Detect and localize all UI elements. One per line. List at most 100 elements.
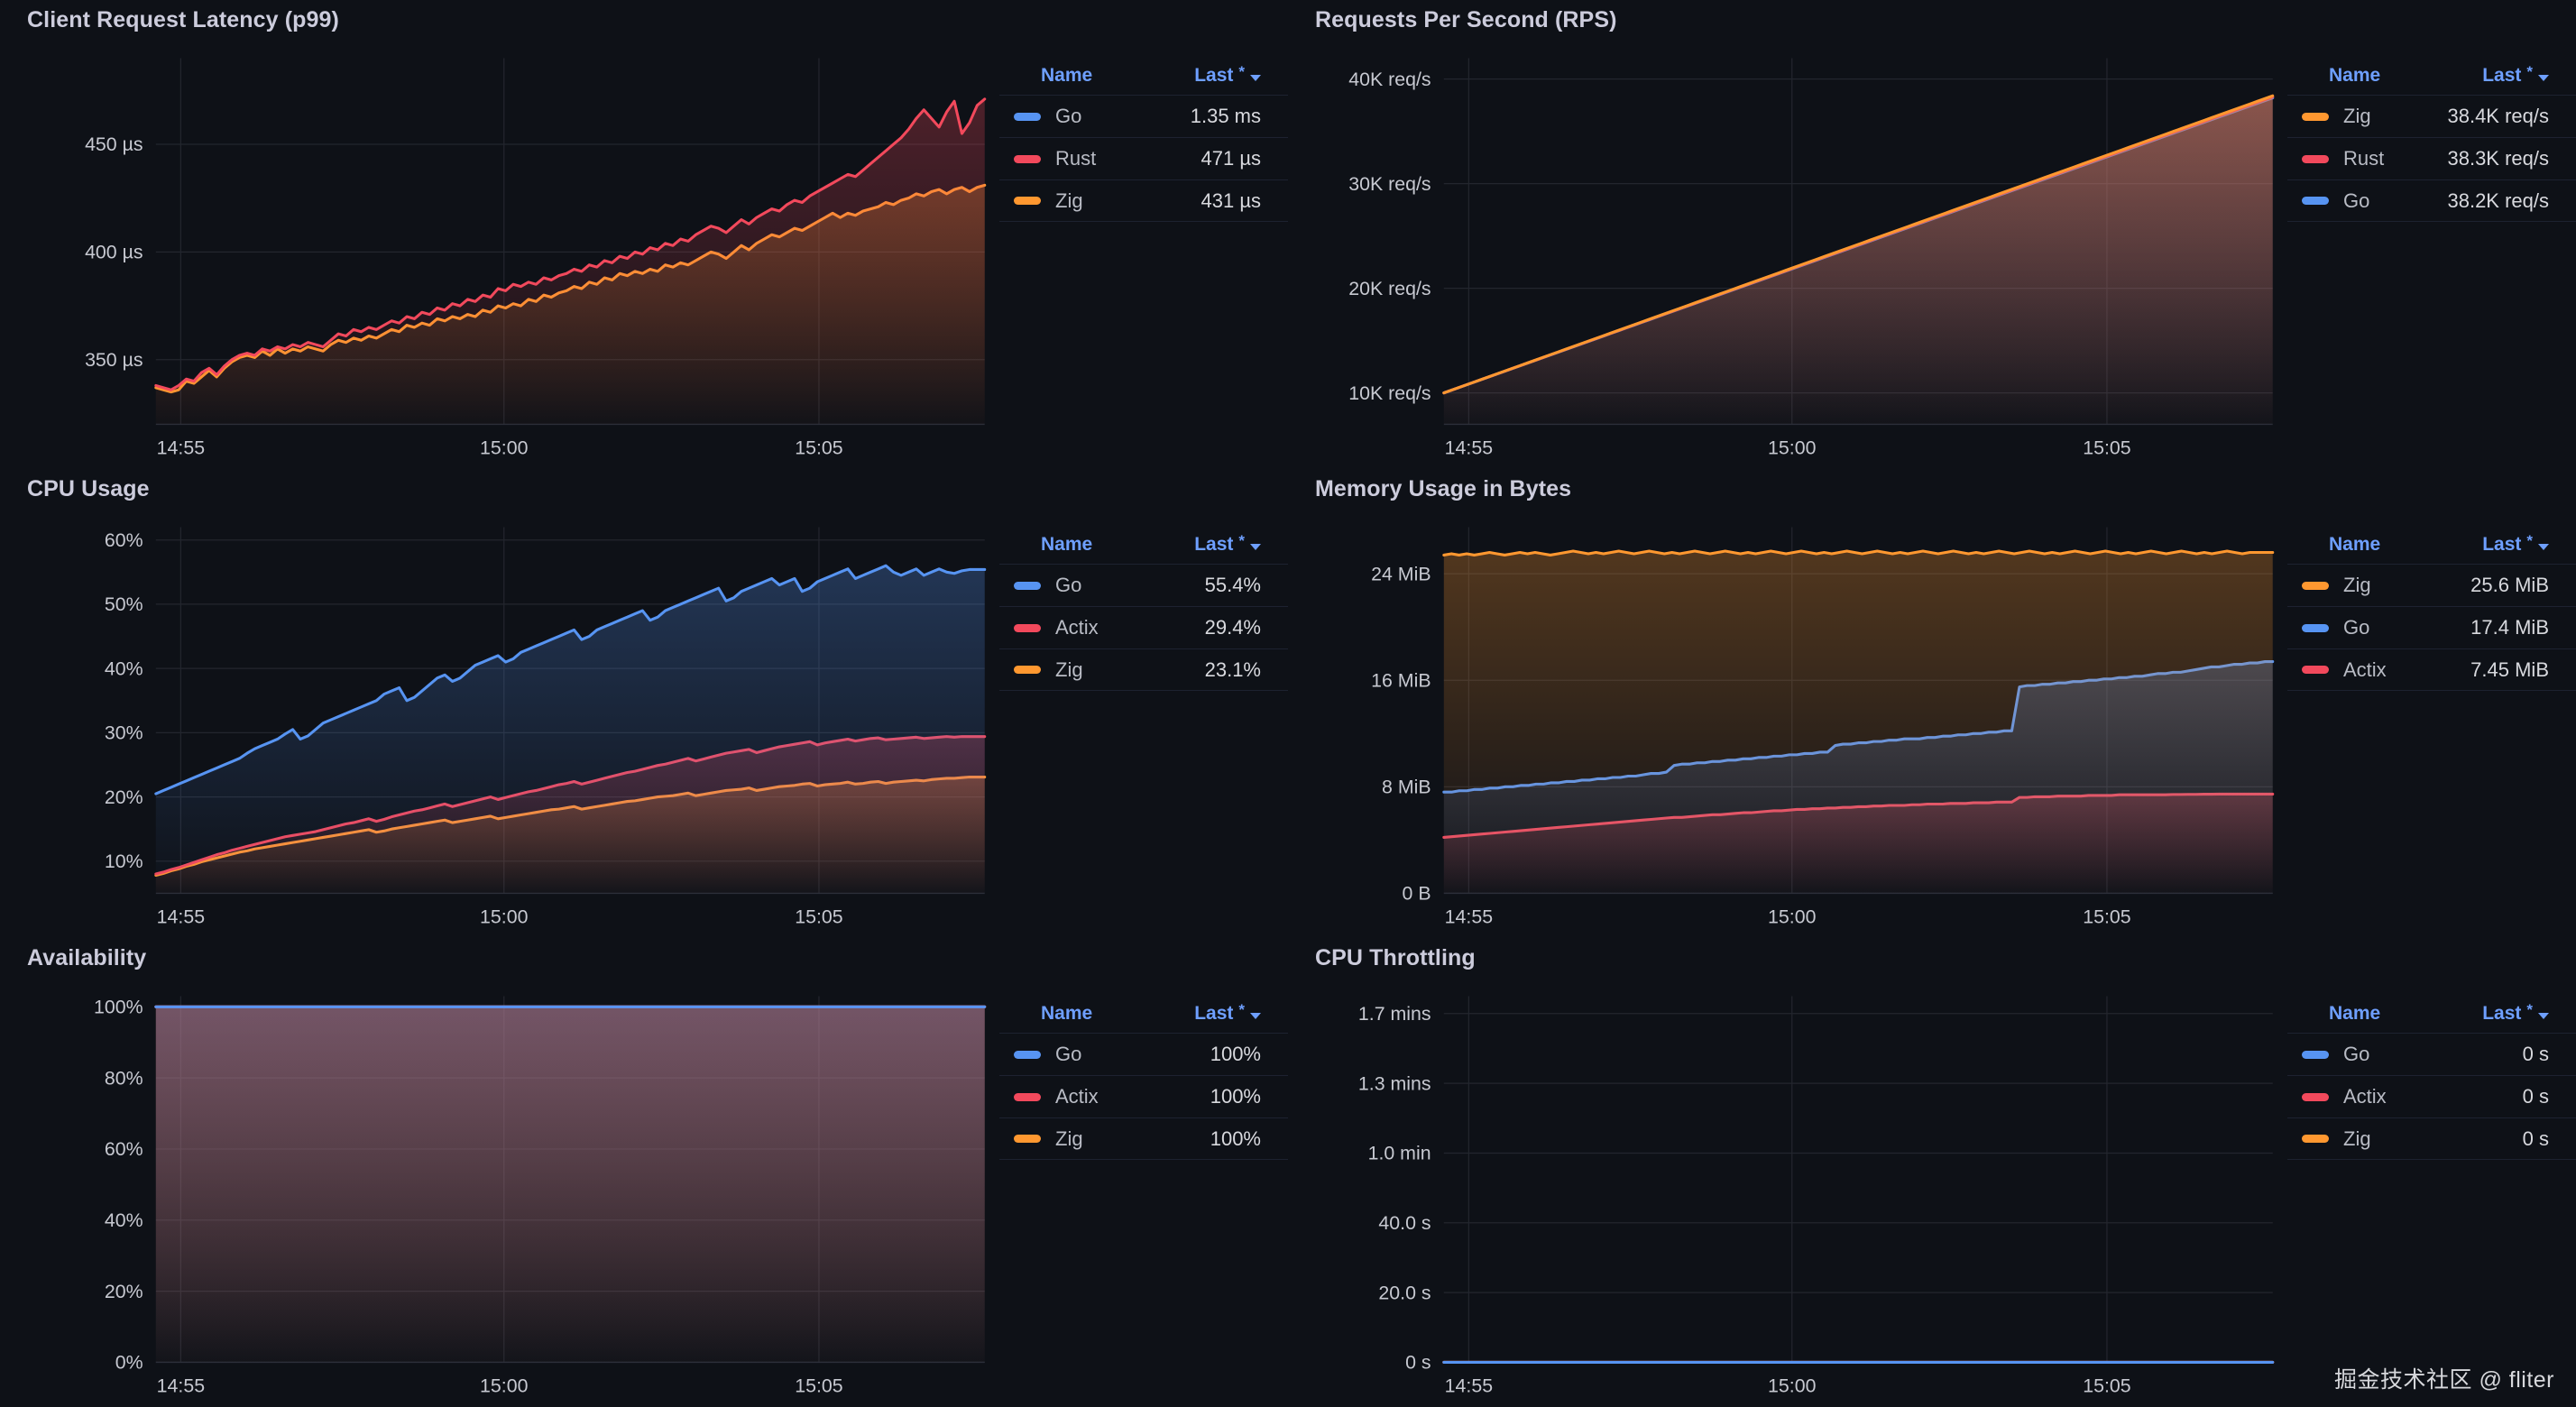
series-color-swatch[interactable] bbox=[2302, 154, 2329, 163]
legend-row[interactable]: Actix 7.45 MiB bbox=[2287, 648, 2576, 691]
legend-series-name[interactable]: Rust bbox=[2343, 147, 2385, 170]
legend-series-name[interactable]: Actix bbox=[1055, 616, 1099, 639]
legend-row[interactable]: Actix 29.4% bbox=[999, 606, 1288, 648]
legend-row[interactable]: Actix 100% bbox=[999, 1075, 1288, 1117]
legend-col-last-label: Last bbox=[2482, 1003, 2522, 1024]
chevron-down-icon[interactable] bbox=[2538, 543, 2549, 550]
series-color-swatch[interactable] bbox=[1014, 623, 1041, 632]
legend-col-last[interactable]: Last * bbox=[2482, 532, 2549, 556]
legend-series-name[interactable]: Zig bbox=[1055, 189, 1083, 212]
legend-series-value: 100% bbox=[1210, 1085, 1261, 1108]
legend-series-name[interactable]: Zig bbox=[1055, 658, 1083, 681]
legend-col-star: * bbox=[2526, 1001, 2533, 1018]
panel-client-request-latency[interactable]: Client Request Latency (p99) 350 µs 400 µ… bbox=[0, 0, 1288, 469]
legend-series-name[interactable]: Go bbox=[2343, 616, 2370, 639]
legend-client-request-latency[interactable]: Name Last * Go 1.35 ms Rust 471 µs Zig 431 µs bbox=[999, 45, 1288, 469]
chevron-down-icon[interactable] bbox=[2538, 1012, 2549, 1019]
legend-requests-per-second[interactable]: Name Last * Zig 38.4K req/s Rust 38.3K req/… bbox=[2287, 45, 2576, 469]
legend-col-last[interactable]: Last * bbox=[2482, 1001, 2549, 1025]
legend-col-name[interactable]: Name bbox=[1041, 65, 1093, 86]
legend-cpu-usage[interactable]: Name Last * Go 55.4% Actix 29.4% Zig 23.1% bbox=[999, 514, 1288, 938]
legend-series-name[interactable]: Go bbox=[2343, 189, 2370, 212]
legend-col-last[interactable]: Last * bbox=[1194, 63, 1261, 87]
plot-memory-usage[interactable]: 0 B 8 MiB 16 MiB 24 MiB 14:55 15:00 15:05 bbox=[1288, 514, 2287, 938]
legend-availability[interactable]: Name Last * Go 100% Actix 100% Zig 100% bbox=[999, 983, 1288, 1407]
legend-cpu-throttling[interactable]: Name Last * Go 0 s Actix 0 s Zig 0 s bbox=[2287, 983, 2576, 1407]
legend-row[interactable]: Rust 471 µs bbox=[999, 137, 1288, 179]
panel-availability[interactable]: Availability 0% 20% 40% 60% 80% 100% 14:55 15:0… bbox=[0, 938, 1288, 1407]
plot-availability[interactable]: 0% 20% 40% 60% 80% 100% 14:55 15:00 15:05 bbox=[0, 983, 999, 1407]
legend-row[interactable]: Go 17.4 MiB bbox=[2287, 606, 2576, 648]
legend-col-name[interactable]: Name bbox=[1041, 534, 1093, 555]
legend-row[interactable]: Go 100% bbox=[999, 1033, 1288, 1075]
legend-series-name[interactable]: Zig bbox=[2343, 105, 2371, 127]
panel-cpu-throttling[interactable]: CPU Throttling 0 s 20.0 s 40.0 s 1.0 min 1.3… bbox=[1288, 938, 2576, 1407]
legend-series-name[interactable]: Go bbox=[1055, 1043, 1082, 1065]
legend-col-name[interactable]: Name bbox=[2329, 1003, 2381, 1024]
panel-memory-usage-in-bytes[interactable]: Memory Usage in Bytes 0 B 8 MiB 16 MiB 24 M… bbox=[1288, 469, 2576, 938]
throttling-chart-svg: 0 s 20.0 s 40.0 s 1.0 min 1.3 mins 1.7 mins 14… bbox=[1358, 996, 2275, 1397]
series-color-swatch[interactable] bbox=[2302, 197, 2329, 205]
plot-client-request-latency[interactable]: 350 µs 400 µs 450 µs 14:55 15:00 15:05 bbox=[0, 45, 999, 469]
x-axis-tick-label: 14:55 bbox=[1445, 1375, 1493, 1396]
panel-cpu-usage[interactable]: CPU Usage 10% 20% 30% 40% 50% 60% 14:55 15:00 15… bbox=[0, 469, 1288, 938]
plot-cpu-usage[interactable]: 10% 20% 30% 40% 50% 60% 14:55 15:00 15:05 bbox=[0, 514, 999, 938]
legend-series-name[interactable]: Zig bbox=[1055, 1127, 1083, 1150]
plot-cpu-throttling[interactable]: 0 s 20.0 s 40.0 s 1.0 min 1.3 mins 1.7 mins 14… bbox=[1288, 983, 2287, 1407]
plot-requests-per-second[interactable]: 10K req/s 20K req/s 30K req/s 40K req/s 14:5… bbox=[1288, 45, 2287, 469]
y-axis-tick-label: 40.0 s bbox=[1378, 1212, 1431, 1234]
legend-series-name[interactable]: Zig bbox=[2343, 574, 2371, 596]
legend-row[interactable]: Actix 0 s bbox=[2287, 1075, 2576, 1117]
legend-col-name[interactable]: Name bbox=[2329, 534, 2381, 555]
legend-col-name[interactable]: Name bbox=[2329, 65, 2381, 86]
series-color-swatch[interactable] bbox=[1014, 581, 1041, 590]
x-axis-tick-label: 15:05 bbox=[795, 437, 842, 458]
chevron-down-icon[interactable] bbox=[1250, 543, 1261, 550]
chevron-down-icon[interactable] bbox=[2538, 74, 2549, 81]
series-color-swatch[interactable] bbox=[2302, 623, 2329, 632]
legend-col-last[interactable]: Last * bbox=[1194, 532, 1261, 556]
legend-row[interactable]: Go 38.2K req/s bbox=[2287, 179, 2576, 222]
legend-row[interactable]: Zig 431 µs bbox=[999, 179, 1288, 222]
series-color-swatch[interactable] bbox=[1014, 1135, 1041, 1143]
legend-series-name[interactable]: Go bbox=[1055, 574, 1082, 596]
series-color-swatch[interactable] bbox=[1014, 197, 1041, 205]
legend-row[interactable]: Rust 38.3K req/s bbox=[2287, 137, 2576, 179]
series-color-swatch[interactable] bbox=[2302, 1135, 2329, 1143]
legend-row[interactable]: Go 1.35 ms bbox=[999, 95, 1288, 137]
legend-row[interactable]: Zig 0 s bbox=[2287, 1117, 2576, 1160]
chevron-down-icon[interactable] bbox=[1250, 74, 1261, 81]
series-color-swatch[interactable] bbox=[1014, 154, 1041, 163]
legend-series-name[interactable]: Rust bbox=[1055, 147, 1097, 170]
series-color-swatch[interactable] bbox=[2302, 1092, 2329, 1101]
legend-col-last[interactable]: Last * bbox=[1194, 1001, 1261, 1025]
legend-row[interactable]: Go 0 s bbox=[2287, 1033, 2576, 1075]
legend-row[interactable]: Zig 25.6 MiB bbox=[2287, 564, 2576, 606]
series-color-swatch[interactable] bbox=[1014, 666, 1041, 674]
series-color-swatch[interactable] bbox=[2302, 1050, 2329, 1059]
legend-row[interactable]: Zig 23.1% bbox=[999, 648, 1288, 691]
legend-memory-usage[interactable]: Name Last * Zig 25.6 MiB Go 17.4 MiB Actix 7.… bbox=[2287, 514, 2576, 938]
legend-series-name[interactable]: Actix bbox=[1055, 1085, 1099, 1108]
series-area-rust bbox=[155, 98, 985, 425]
legend-series-name[interactable]: Actix bbox=[2343, 1085, 2387, 1108]
legend-row[interactable]: Go 55.4% bbox=[999, 564, 1288, 606]
legend-series-name[interactable]: Actix bbox=[2343, 658, 2387, 681]
series-color-swatch[interactable] bbox=[1014, 1092, 1041, 1101]
legend-col-last[interactable]: Last * bbox=[2482, 63, 2549, 87]
series-line-go bbox=[154, 564, 987, 795]
series-color-swatch[interactable] bbox=[2302, 581, 2329, 590]
series-color-swatch[interactable] bbox=[2302, 112, 2329, 121]
series-color-swatch[interactable] bbox=[2302, 666, 2329, 674]
legend-series-name[interactable]: Go bbox=[2343, 1043, 2370, 1065]
series-color-swatch[interactable] bbox=[1014, 112, 1041, 121]
legend-series-name[interactable]: Go bbox=[1055, 105, 1082, 127]
legend-row[interactable]: Zig 100% bbox=[999, 1117, 1288, 1160]
chevron-down-icon[interactable] bbox=[1250, 1012, 1261, 1019]
series-color-swatch[interactable] bbox=[1014, 1050, 1041, 1059]
legend-series-value: 38.2K req/s bbox=[2447, 189, 2549, 212]
panel-requests-per-second[interactable]: Requests Per Second (RPS) 10K req/s 20K r… bbox=[1288, 0, 2576, 469]
legend-row[interactable]: Zig 38.4K req/s bbox=[2287, 95, 2576, 137]
legend-col-name[interactable]: Name bbox=[1041, 1003, 1093, 1024]
legend-series-name[interactable]: Zig bbox=[2343, 1127, 2371, 1150]
